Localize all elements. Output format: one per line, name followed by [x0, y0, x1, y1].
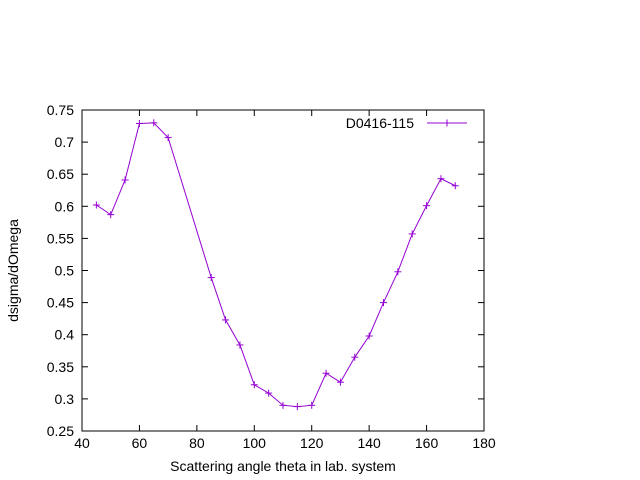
- data-point: [365, 332, 373, 340]
- x-axis-label: Scattering angle theta in lab. system: [170, 458, 396, 474]
- x-tick-label: 60: [132, 435, 148, 451]
- data-point: [207, 274, 215, 282]
- series-line: [96, 122, 456, 408]
- data-point: [423, 202, 431, 210]
- data-point: [336, 378, 344, 386]
- data-point: [293, 403, 301, 411]
- x-tick-label: 180: [472, 435, 496, 451]
- data-point: [265, 389, 273, 397]
- data-point: [150, 119, 158, 127]
- data-point: [308, 401, 316, 409]
- series-layer: [92, 119, 459, 411]
- x-tick-label: 100: [243, 435, 267, 451]
- data-point: [322, 369, 330, 377]
- data-point: [222, 316, 230, 324]
- data-point: [135, 119, 143, 127]
- data-point: [394, 268, 402, 276]
- y-tick-label: 0.65: [47, 166, 74, 182]
- legend-label: D0416-115: [346, 115, 414, 131]
- y-axis-ticks: 0.25 0.3 0.35 0.4 0.45 0.5 0.55 0.6 0.65 0.7 0.75: [47, 102, 484, 439]
- y-tick-label: 0.25: [47, 423, 74, 439]
- data-point: [250, 381, 258, 389]
- data-point: [107, 211, 115, 219]
- x-tick-label: 40: [74, 435, 90, 451]
- plot-frame: [81, 109, 485, 432]
- y-tick-label: 0.45: [47, 295, 74, 311]
- y-tick-label: 0.35: [47, 359, 74, 375]
- data-point: [437, 175, 445, 183]
- y-tick-label: 0.7: [55, 134, 75, 150]
- x-tick-label: 160: [415, 435, 439, 451]
- x-tick-label: 80: [189, 435, 205, 451]
- x-tick-label: 120: [300, 435, 324, 451]
- data-point: [451, 182, 459, 190]
- y-tick-label: 0.4: [55, 327, 75, 343]
- x-axis-ticks: 40 60 80 100 120 140 160 180: [74, 110, 496, 451]
- legend-marker: [443, 119, 451, 127]
- data-point: [351, 353, 359, 361]
- data-point: [380, 299, 387, 307]
- plot-border: [81, 109, 485, 432]
- y-axis-label: dsigma/dOmega: [5, 219, 21, 322]
- y-tick-label: 0.75: [47, 102, 74, 118]
- x-tick-label: 140: [357, 435, 381, 451]
- data-point: [164, 134, 172, 142]
- y-tick-label: 0.55: [47, 230, 74, 246]
- data-point: [279, 401, 287, 409]
- legend: D0416-115: [346, 115, 467, 131]
- y-tick-label: 0.3: [55, 391, 75, 407]
- y-tick-label: 0.6: [55, 198, 75, 214]
- y-tick-label: 0.5: [55, 263, 75, 279]
- data-point: [236, 341, 244, 349]
- data-point: [92, 201, 100, 209]
- data-point: [408, 230, 416, 238]
- data-point: [121, 176, 129, 184]
